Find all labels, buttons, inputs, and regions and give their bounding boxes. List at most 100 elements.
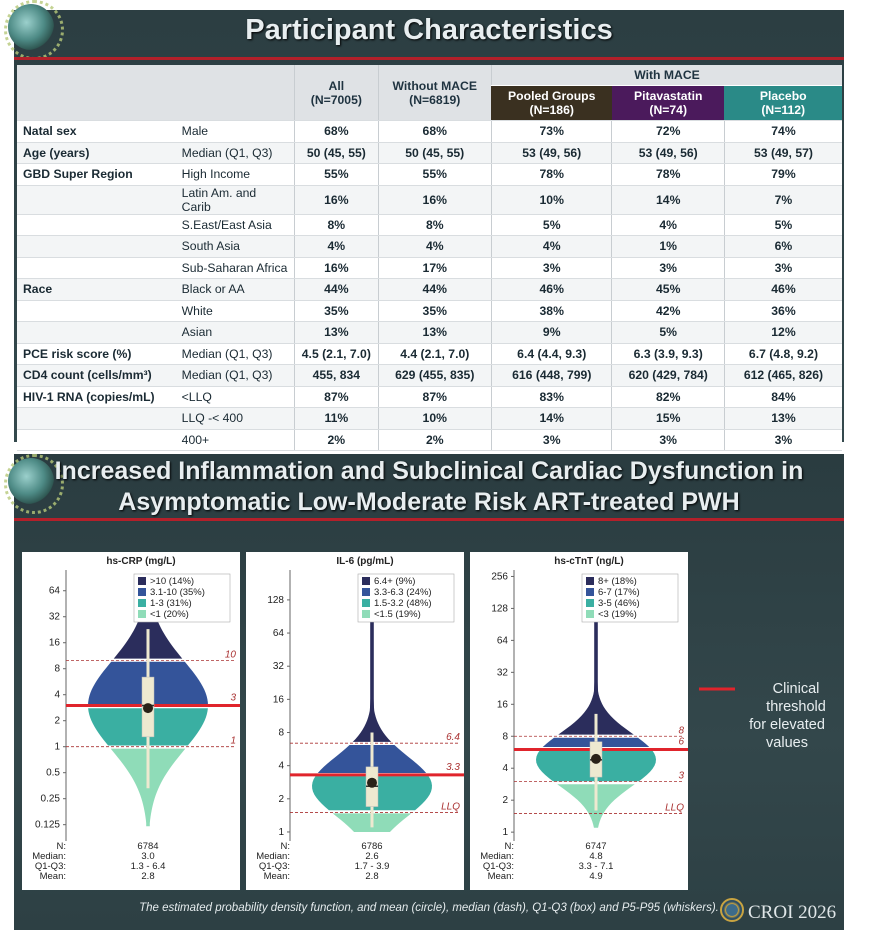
legend-swatch xyxy=(586,599,594,607)
legend-swatch xyxy=(586,588,594,596)
cutoff-label: 1 xyxy=(230,736,236,747)
table-cell: 36% xyxy=(723,300,842,322)
y-tick-label: 8 xyxy=(502,731,508,742)
legend-box xyxy=(133,573,231,623)
col-header-placebo: Placebo (N=112) xyxy=(724,85,842,121)
row-sublabel: Sub-Saharan Africa xyxy=(175,257,295,279)
chart-title: IL-6 (pg/mL) xyxy=(336,556,393,567)
legend-swatch xyxy=(362,577,370,585)
stat-value: 2.8 xyxy=(141,871,154,882)
chart-panel-il-6: IL-6 (pg/mL) 1 2 4 8 16 32 64 128 6.4 LLQ 3.3 6.4+ (… xyxy=(246,552,464,890)
table-cell: 35% xyxy=(377,300,492,322)
chart-title: hs-cTnT (ng/L) xyxy=(554,556,623,567)
corner-header-cell xyxy=(17,65,295,121)
row-label xyxy=(17,300,176,322)
legend-label: 1-3 (31%) xyxy=(150,598,192,609)
stat-label: Mean: xyxy=(40,871,66,882)
y-tick-label: 2 xyxy=(278,794,284,805)
stat-label: Q1-Q3: xyxy=(483,861,514,872)
chart-legend: 6.4+ (9%)3.3-6.3 (24%)1.5-3.2 (48%)<1.5 … xyxy=(357,573,455,623)
row-label xyxy=(17,214,176,236)
table-cell: 5% xyxy=(611,321,725,344)
table-cell: 12% xyxy=(723,321,842,344)
y-tick-label: 0.5 xyxy=(46,768,60,779)
row-sublabel: Median (Q1, Q3) xyxy=(175,343,295,365)
group-header-with-mace: With MACE xyxy=(490,65,842,86)
y-tick-label: 32 xyxy=(497,667,509,678)
cutoff-label: 10 xyxy=(225,649,237,660)
row-sublabel: Male xyxy=(175,120,295,143)
table-cell: 38% xyxy=(490,300,612,322)
table-row: South Asia 4% 4% 4% 1% 6% xyxy=(17,235,842,258)
y-tick-label: 4 xyxy=(278,761,284,772)
table-cell: 53 (49, 56) xyxy=(611,142,725,164)
table-cell: 10% xyxy=(377,407,492,430)
table-cell: 11% xyxy=(294,407,379,430)
violin-chart: hs-cTnT (ng/L) 1 2 4 8 16 32 64 128 256 8 3 LLQ 6 8+ (… xyxy=(480,556,688,882)
row-label xyxy=(17,429,176,451)
table-cell: 78% xyxy=(490,163,612,186)
row-sublabel: S.East/East Asia xyxy=(175,214,295,236)
table-cell: 13% xyxy=(294,321,379,344)
y-tick-label: 32 xyxy=(273,661,285,672)
y-tick-label: 128 xyxy=(491,603,508,614)
mean-circle xyxy=(367,777,377,788)
stat-value: 4.8 xyxy=(589,851,602,862)
table-cell: 83% xyxy=(490,386,612,408)
y-tick-label: 16 xyxy=(497,699,509,710)
row-sublabel: Median (Q1, Q3) xyxy=(175,364,295,387)
y-tick-label: 4 xyxy=(54,690,60,701)
threshold-legend-label: Clinical threshold for elevated values xyxy=(749,681,826,751)
table-cell: 72% xyxy=(611,120,725,143)
table-row: PCE risk score (%) Median (Q1, Q3) 4.5 (2.… xyxy=(17,343,842,365)
row-label: HIV-1 RNA (copies/mL) xyxy=(17,386,176,408)
violin-band xyxy=(558,579,634,735)
stat-value: 6784 xyxy=(137,841,158,852)
table-cell: 3% xyxy=(611,257,725,279)
col-header-pitavastatin: Pitavastatin (N=74) xyxy=(611,85,725,121)
y-tick-label: 2 xyxy=(54,716,60,727)
y-tick-label: 0.25 xyxy=(41,794,61,805)
mean-circle xyxy=(143,703,153,714)
table-row: Sub-Saharan Africa 16% 17% 3% 3% 3% xyxy=(17,257,842,279)
table-cell: 35% xyxy=(294,300,379,322)
chart-legend: 8+ (18%)6-7 (17%)3-5 (46%)<3 (19%) xyxy=(581,573,679,623)
slide-title-line2: Asymptomatic Low-Moderate Risk ART-treat… xyxy=(118,488,740,516)
row-label: Natal sex xyxy=(17,120,176,143)
row-label xyxy=(17,321,176,344)
table-cell: 13% xyxy=(723,407,842,430)
cutoff-label: LLQ xyxy=(441,802,460,813)
y-tick-label: 16 xyxy=(49,638,61,649)
table-row: Natal sex Male 68% 68% 73% 72% 74% xyxy=(17,120,842,143)
table-cell: 3% xyxy=(723,257,842,279)
table-cell: 17% xyxy=(377,257,492,279)
y-tick-label: 8 xyxy=(54,664,60,675)
legend-label: <3 (19%) xyxy=(598,609,637,620)
row-sublabel: Median (Q1, Q3) xyxy=(175,142,295,164)
y-tick-label: 1 xyxy=(502,827,508,838)
y-tick-label: 64 xyxy=(273,628,285,639)
row-sublabel: High Income xyxy=(175,163,295,186)
table-cell: 8% xyxy=(294,214,379,236)
table-cell: 16% xyxy=(377,185,492,215)
table-row: GBD Super Region High Income 55% 55% 78% 78% 7… xyxy=(17,163,842,186)
table-cell: 73% xyxy=(490,120,612,143)
stat-value: 2.8 xyxy=(365,871,378,882)
y-tick-label: 8 xyxy=(278,728,284,739)
stat-label: Median: xyxy=(32,851,66,862)
table-row: CD4 count (cells/mm³) Median (Q1, Q3) 455,… xyxy=(17,364,842,387)
stat-label: N: xyxy=(57,841,67,852)
table-cell: 7% xyxy=(723,185,842,215)
table-cell: 2% xyxy=(377,429,492,451)
table-cell: 50 (45, 55) xyxy=(377,142,492,164)
table-cell: 620 (429, 784) xyxy=(611,364,725,387)
legend-swatch xyxy=(362,588,370,596)
slide-title: Increased Inflammation and Subclinical C… xyxy=(14,456,844,518)
y-tick-label: 1 xyxy=(278,827,284,838)
legend-swatch xyxy=(586,577,594,585)
stat-value: 6747 xyxy=(585,841,606,852)
table-cell: 14% xyxy=(490,407,612,430)
stat-value: 4.9 xyxy=(589,871,602,882)
legend-label: 3-5 (46%) xyxy=(598,598,640,609)
stat-label: N: xyxy=(505,841,515,852)
